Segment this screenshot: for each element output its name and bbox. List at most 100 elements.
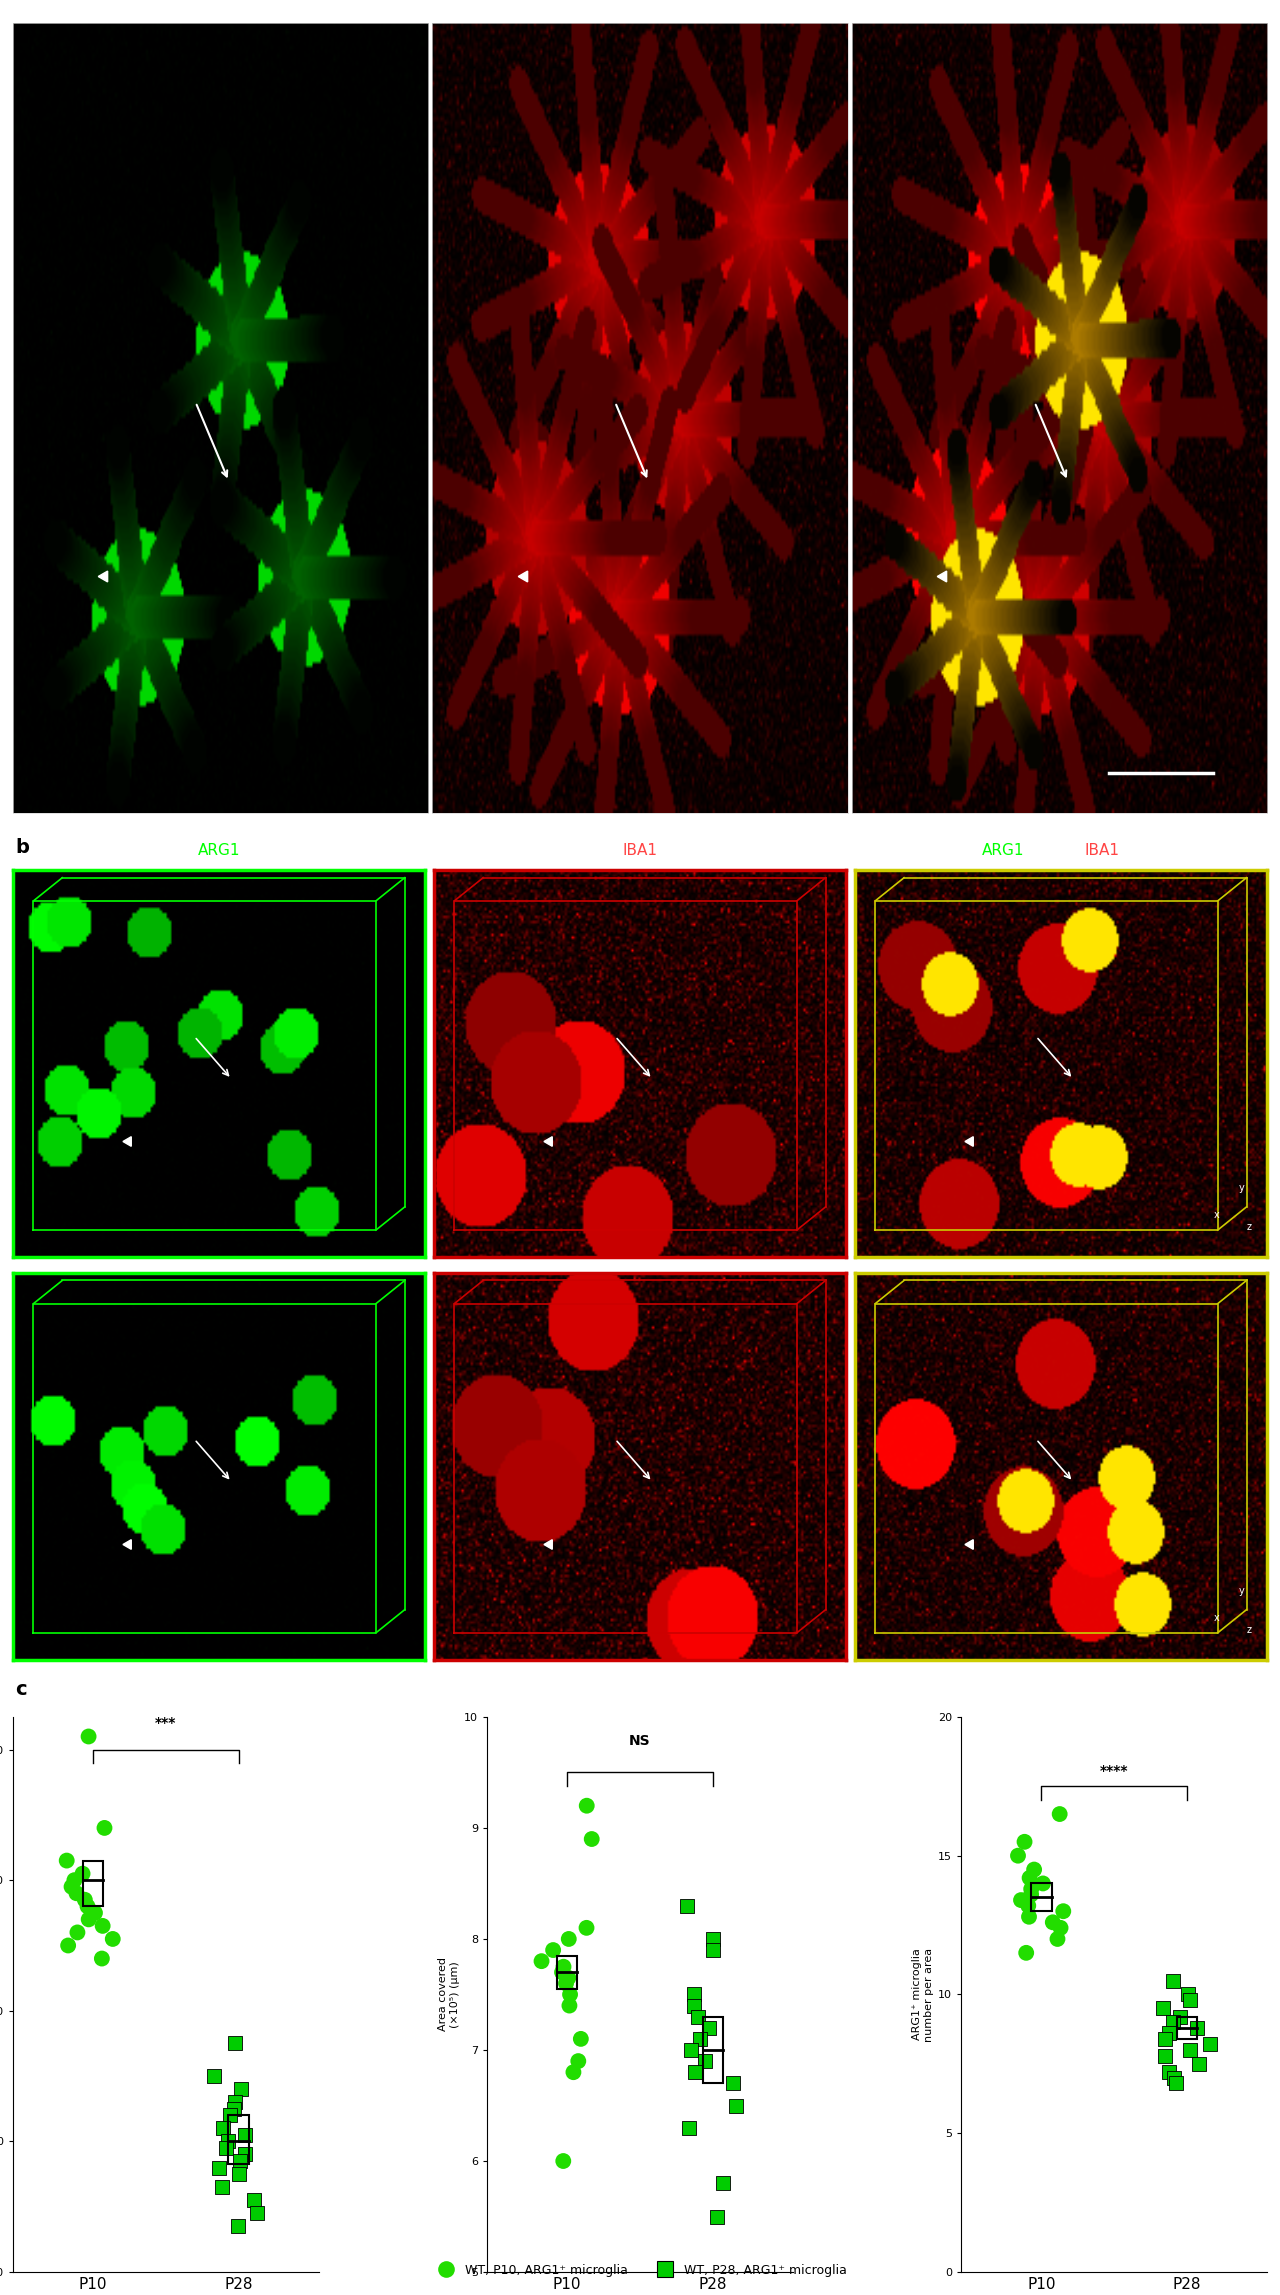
Point	[95, 1808, 115, 1845]
Text: x: x	[1213, 1613, 1220, 1623]
Text: IBA1: IBA1	[622, 842, 658, 858]
Point	[230, 2144, 251, 2180]
Point	[228, 2208, 248, 2245]
Point	[556, 1965, 576, 2001]
Point	[703, 1921, 723, 1958]
Point	[209, 2148, 229, 2185]
Point	[1170, 1999, 1190, 2036]
Point	[558, 1921, 579, 1958]
Text: IBA1: IBA1	[1084, 842, 1120, 858]
Point	[684, 1987, 704, 2024]
Point	[571, 2020, 591, 2056]
Point	[216, 2130, 237, 2166]
Point	[531, 1944, 552, 1981]
Point	[699, 2010, 719, 2047]
Bar	[228, 2116, 248, 2164]
Point	[230, 2070, 251, 2107]
Point	[581, 1820, 602, 1857]
Point	[1043, 1905, 1064, 1942]
Point	[563, 2054, 584, 2091]
Point	[243, 2183, 264, 2219]
Point	[92, 1939, 113, 1976]
Point	[1024, 1852, 1044, 1889]
Text: y: y	[1238, 1184, 1244, 1193]
Point	[1179, 1981, 1199, 2017]
Point	[576, 1909, 596, 1946]
Text: NS: NS	[630, 1735, 650, 1749]
Point	[1199, 2026, 1220, 2063]
Point	[234, 2116, 255, 2153]
Point	[576, 1788, 596, 1825]
Point	[73, 1854, 93, 1891]
Text: c: c	[15, 1680, 27, 1698]
Point	[1007, 1838, 1028, 1875]
Point	[78, 1719, 99, 1756]
Text: z: z	[1247, 1221, 1252, 1232]
Point	[211, 2169, 232, 2205]
Point	[684, 1976, 704, 2013]
Point	[229, 2155, 250, 2192]
Point	[1051, 1909, 1071, 1946]
Point	[559, 1976, 580, 2013]
Text: y: y	[1238, 1586, 1244, 1595]
Point	[77, 1889, 97, 1926]
Point	[1021, 1870, 1042, 1907]
Point	[553, 2144, 573, 2180]
Point	[61, 1868, 82, 1905]
Point	[1016, 1935, 1037, 1971]
Point	[568, 2043, 589, 2079]
Point	[1187, 2010, 1207, 2047]
Point	[224, 2091, 244, 2127]
Point	[1155, 2020, 1175, 2056]
Text: ARG1: ARG1	[982, 842, 1024, 858]
Point	[1155, 2038, 1175, 2075]
Text: ***: ***	[155, 1717, 177, 1730]
Point	[56, 1843, 77, 1880]
Point	[695, 2043, 716, 2079]
Point	[212, 2109, 233, 2146]
Point	[685, 2054, 705, 2091]
Point	[1162, 1962, 1183, 1999]
Bar	[1176, 2017, 1197, 2038]
Point	[84, 1893, 105, 1930]
Point	[1019, 1898, 1039, 1935]
Text: z: z	[1247, 1625, 1252, 1634]
Point	[1047, 1921, 1068, 1958]
Point	[559, 1987, 580, 2024]
Point	[1166, 2066, 1187, 2102]
Point	[1160, 2015, 1180, 2052]
Point	[1053, 1893, 1074, 1930]
Point	[58, 1928, 78, 1965]
Point	[1011, 1882, 1032, 1919]
Point	[1180, 2031, 1201, 2068]
Point	[225, 2084, 246, 2121]
Point	[92, 1907, 113, 1944]
Point	[1153, 1990, 1174, 2026]
Point	[247, 2194, 268, 2231]
Bar	[1032, 1884, 1052, 1912]
Point	[234, 2137, 255, 2173]
Point	[204, 2059, 224, 2095]
Point	[1050, 1795, 1070, 1831]
Point	[225, 2024, 246, 2061]
Point	[1018, 1886, 1038, 1923]
Bar	[83, 1861, 104, 1907]
Point	[681, 2031, 701, 2068]
Point	[218, 2123, 238, 2160]
Point	[558, 1960, 579, 1997]
Point	[1033, 1866, 1053, 1903]
Point	[707, 2199, 727, 2235]
Point	[722, 2066, 742, 2102]
Point	[67, 1875, 87, 1912]
Point	[543, 1932, 563, 1969]
Bar	[703, 2017, 723, 2084]
Point	[703, 1932, 723, 1969]
Point	[67, 1914, 87, 1951]
Y-axis label: Area covered
(×10⁵) (μm): Area covered (×10⁵) (μm)	[438, 1958, 460, 2031]
Point	[713, 2164, 733, 2201]
Point	[78, 1900, 99, 1937]
Point	[1189, 2045, 1210, 2082]
Text: ARG1: ARG1	[198, 842, 241, 858]
Text: b: b	[15, 838, 29, 856]
Point	[1021, 1877, 1042, 1914]
